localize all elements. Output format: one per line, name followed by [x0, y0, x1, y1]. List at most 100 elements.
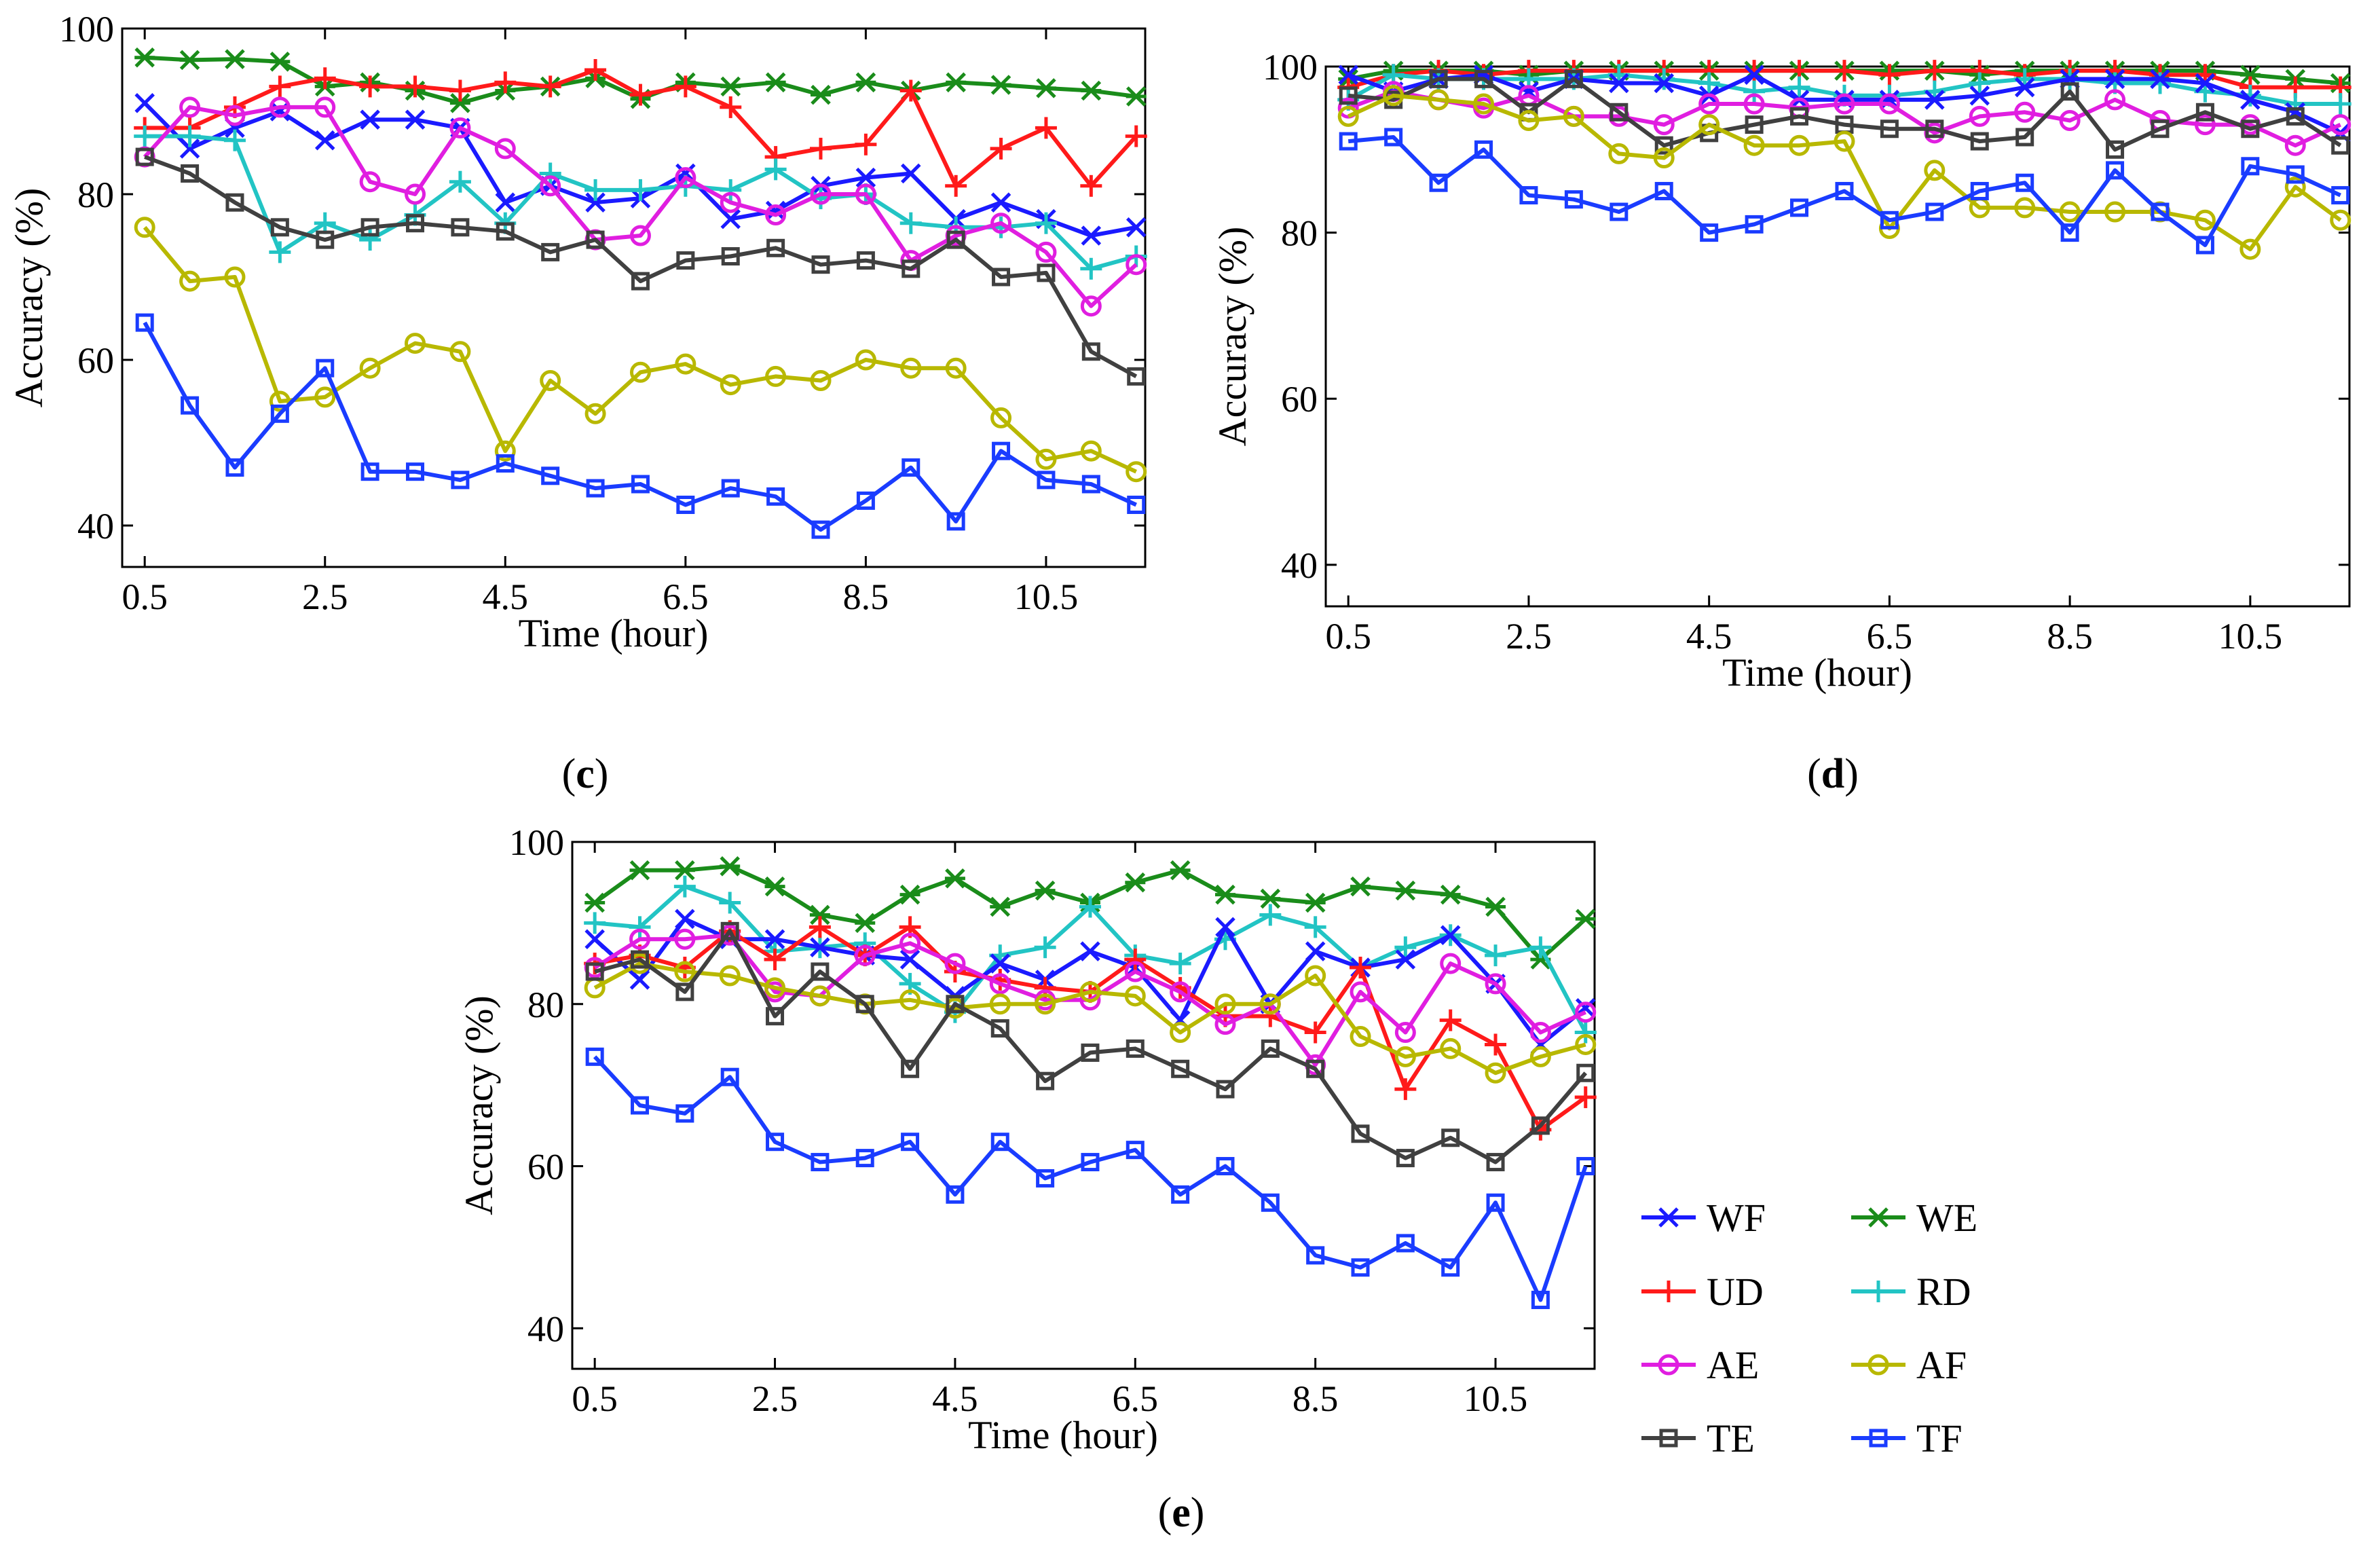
legend: WF WE UD RD AE AF TE TF [1641, 1196, 1977, 1460]
data-point-tf [631, 475, 650, 494]
series-line-te [594, 929, 1588, 1164]
data-point-ae [1350, 981, 1371, 1003]
data-point-we [990, 896, 1011, 917]
data-point-af [1485, 1062, 1506, 1084]
data-point-tf [631, 1096, 650, 1115]
data-point-tf [2060, 223, 2079, 242]
data-point-wf [1126, 217, 1147, 238]
data-point-af [1124, 985, 1146, 1007]
data-point-af [900, 357, 922, 379]
data-point-te [1216, 1080, 1235, 1099]
data-point-te [1880, 119, 1899, 139]
data-point-we [720, 856, 741, 877]
legend-item-rd: RD [1851, 1270, 1971, 1314]
data-point-tf [1519, 186, 1538, 205]
data-point-tf [1790, 198, 1809, 217]
data-point-af [1653, 147, 1675, 169]
data-point-we [134, 47, 155, 68]
data-point-ae [944, 953, 966, 974]
data-point-ae [1878, 93, 1900, 115]
data-point-we [946, 72, 967, 93]
data-point-te [1171, 1059, 1190, 1078]
data-point-rd [1529, 936, 1552, 959]
data-point-ae [1969, 105, 1990, 127]
data-point-af [629, 361, 651, 383]
data-point-af [540, 370, 561, 391]
data-point-ud [1833, 60, 1855, 82]
data-point-te [1081, 1043, 1100, 1062]
data-point-te [1261, 1039, 1280, 1058]
data-point-te [2151, 119, 2170, 139]
x-axis-title: Time (hour) [519, 611, 709, 655]
data-point-af [1394, 1046, 1416, 1067]
x-tick-label: 0.5 [1325, 616, 1371, 657]
data-point-we [765, 72, 786, 93]
series-line-te [1347, 77, 2342, 152]
data-point-te [1970, 132, 1989, 151]
data-point-tf [406, 462, 425, 481]
data-point-ae [2194, 114, 2216, 136]
data-point-we [449, 93, 470, 113]
data-point-tf [675, 1104, 694, 1123]
data-point-wf [179, 139, 200, 159]
data-point-rd [2329, 93, 2351, 115]
legend-label: TE [1707, 1416, 1755, 1460]
data-point-ud [1923, 60, 1946, 82]
data-point-af [1383, 85, 1405, 107]
data-point-te [631, 950, 650, 969]
data-point-af [1563, 105, 1584, 127]
data-point-te [451, 218, 470, 237]
data-point-ae [269, 96, 291, 118]
data-point-rd [2149, 72, 2171, 94]
data-point-rd [1034, 936, 1056, 959]
data-point-ud [1124, 949, 1147, 971]
y-tick-label: 40 [1281, 545, 1318, 586]
data-point-ud [1350, 957, 1372, 979]
data-point-ae [854, 944, 876, 966]
data-point-rd [764, 158, 787, 181]
data-point-tf [1486, 1193, 1505, 1212]
data-point-we [764, 876, 785, 897]
x-tick-label: 0.5 [572, 1378, 618, 1419]
data-point-wf [629, 970, 650, 990]
data-point-wf [405, 109, 426, 130]
data-point-af [855, 349, 876, 371]
series-line-rd [145, 134, 1137, 271]
data-point-tf [2106, 161, 2125, 180]
data-point-te [946, 995, 965, 1014]
data-point-te [1396, 1149, 1415, 1168]
data-point-te [181, 164, 200, 183]
data-point-tf [990, 1133, 1009, 1152]
data-point-tf [676, 496, 695, 514]
y-tick-label: 100 [509, 822, 564, 863]
data-point-tf [586, 479, 605, 498]
data-point-tf [766, 487, 785, 506]
data-point-tf [1081, 1153, 1100, 1172]
data-point-ud [1394, 1078, 1417, 1101]
data-point-af [179, 270, 201, 292]
data-point-te [360, 218, 379, 237]
data-point-rd [179, 125, 201, 147]
data-point-af [224, 266, 246, 288]
series-line-tf [143, 321, 1137, 532]
data-point-tf [1261, 1193, 1280, 1212]
x-tick-label: 6.5 [1113, 1378, 1159, 1419]
plot-frame [121, 27, 1147, 568]
data-point-wf [765, 200, 786, 221]
data-point-ud [629, 84, 652, 106]
data-point-af [674, 961, 696, 982]
data-point-tf [541, 466, 560, 485]
y-tick-label: 60 [527, 1147, 564, 1188]
data-point-wf [2104, 69, 2125, 90]
data-point-te [856, 251, 875, 270]
data-point-te [855, 995, 874, 1014]
data-point-te [1576, 1063, 1595, 1082]
data-point-te [2331, 136, 2350, 155]
legend-marker [1659, 1429, 1678, 1448]
data-point-te [585, 962, 604, 981]
data-point-we [1214, 884, 1235, 905]
data-point-rd [269, 241, 291, 263]
data-point-rd [1743, 80, 1766, 103]
data-point-te [2195, 103, 2214, 122]
data-point-we [1260, 888, 1281, 909]
